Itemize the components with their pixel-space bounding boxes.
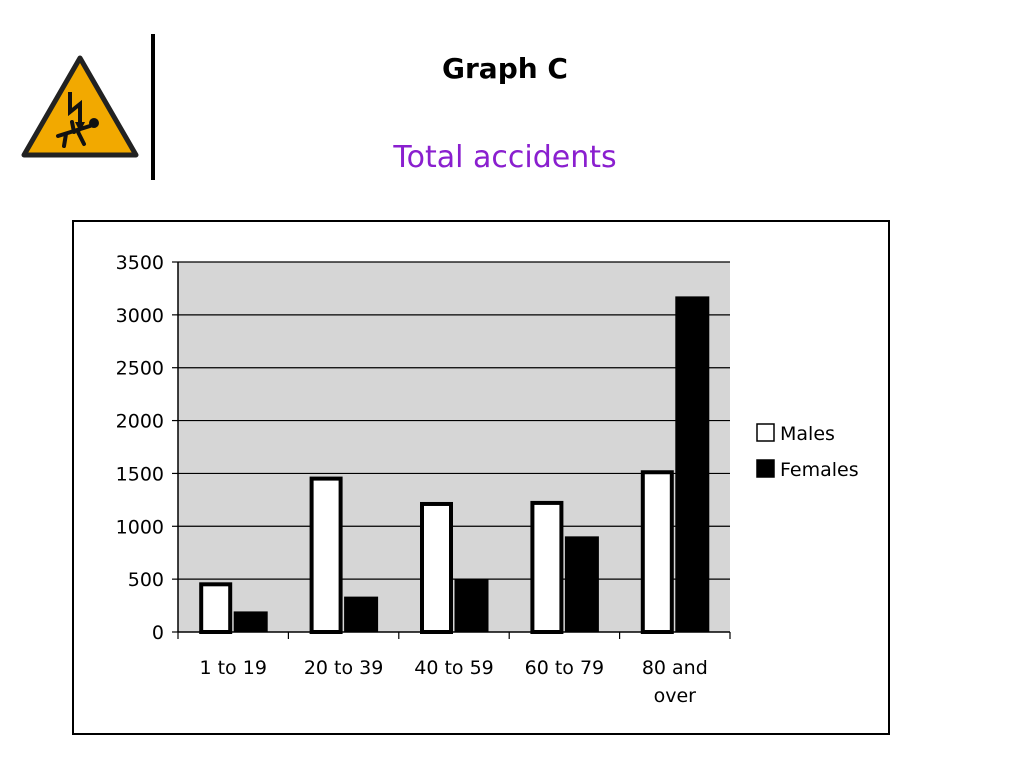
bar-males bbox=[309, 476, 343, 634]
bar-males bbox=[530, 500, 564, 634]
header-divider bbox=[151, 34, 155, 180]
chart-frame: 0 500 1000 1500 2000 2500 3000 3500 1 to 19 20 to… bbox=[72, 220, 890, 735]
legend-swatch-males bbox=[756, 423, 775, 442]
y-tick-label: 3000 bbox=[116, 305, 164, 327]
bar-females bbox=[454, 578, 489, 633]
x-tick-label: 40 to 59 bbox=[414, 657, 494, 679]
x-tick-label: over bbox=[654, 685, 697, 707]
x-tick-label: 80 and bbox=[642, 657, 708, 679]
bar-males bbox=[199, 582, 233, 635]
y-tick-label: 3500 bbox=[116, 252, 164, 274]
plot-area bbox=[178, 262, 730, 632]
legend-label-males: Males bbox=[780, 423, 835, 445]
x-tick-label: 1 to 19 bbox=[199, 657, 266, 679]
bar-females bbox=[675, 296, 710, 633]
y-tick-label: 2500 bbox=[116, 358, 164, 380]
bar-males bbox=[420, 501, 453, 634]
bar-females bbox=[564, 536, 599, 633]
electric-shock-warning-icon bbox=[21, 55, 139, 158]
slide-subtitle: Total accidents bbox=[393, 140, 617, 175]
x-tick-label: 20 to 39 bbox=[304, 657, 384, 679]
bar-chart: 0 500 1000 1500 2000 2500 3000 3500 1 to 19 20 to… bbox=[116, 252, 859, 707]
y-tick-label: 1500 bbox=[116, 463, 164, 485]
y-tick-label: 500 bbox=[128, 569, 164, 591]
legend-swatch-females bbox=[756, 459, 775, 478]
x-tick-label: 60 to 79 bbox=[525, 657, 605, 679]
bar-females bbox=[233, 611, 268, 633]
y-tick-label: 0 bbox=[152, 622, 164, 644]
y-tick-label: 2000 bbox=[116, 411, 164, 433]
bar-males bbox=[640, 470, 674, 634]
slide-title: Graph C bbox=[442, 52, 568, 85]
y-tick-label: 1000 bbox=[116, 516, 164, 538]
bar-females bbox=[344, 596, 379, 633]
legend-label-females: Females bbox=[780, 459, 859, 481]
